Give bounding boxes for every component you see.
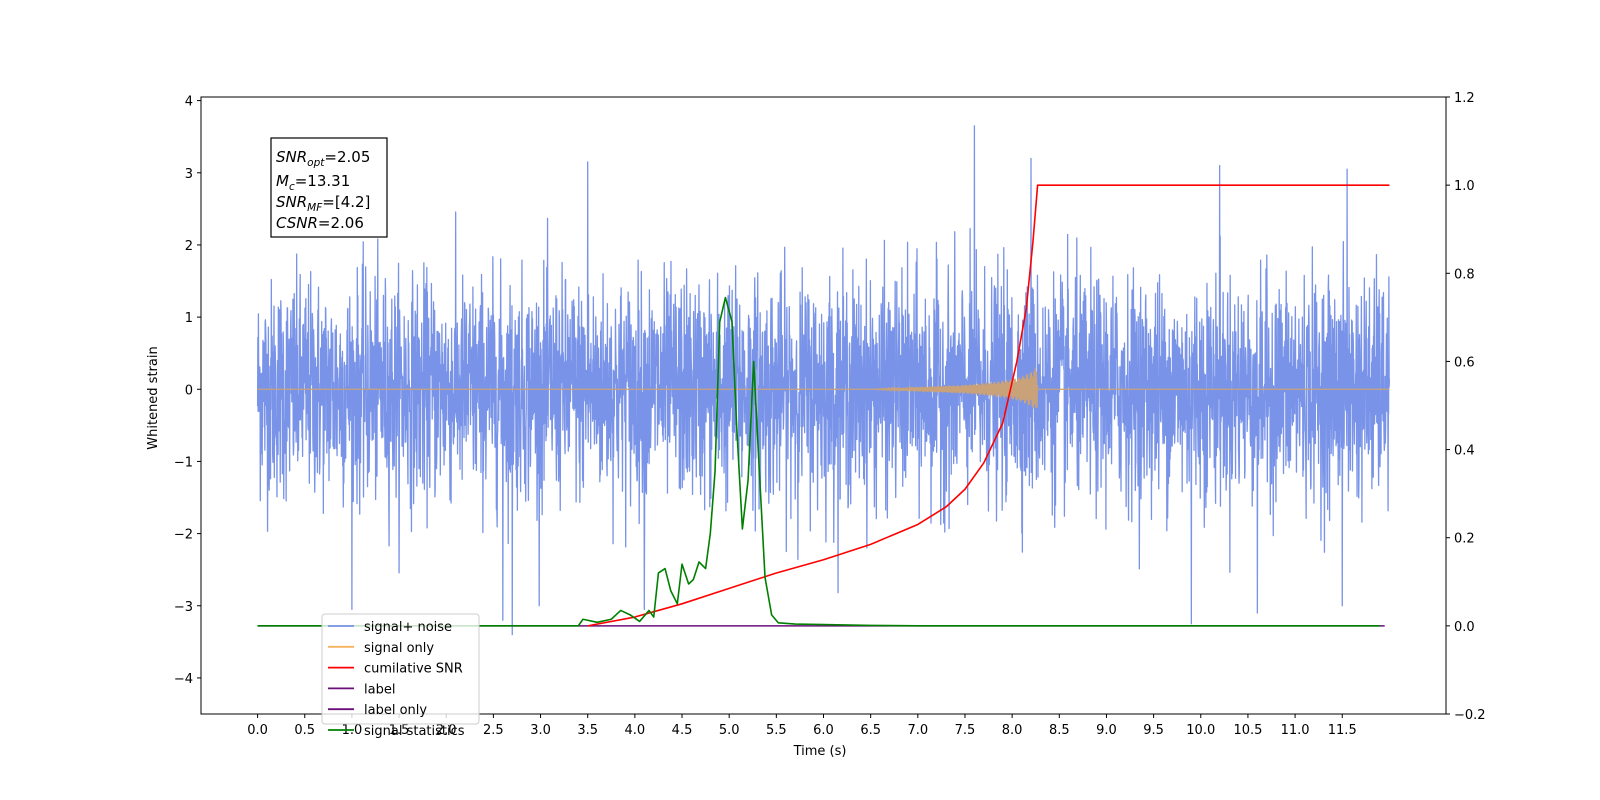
legend-label: signal statistics — [364, 724, 465, 739]
y2-tick-label: 0.8 — [1454, 267, 1475, 282]
x-tick-label: 8.0 — [1002, 723, 1023, 738]
mc-subscript: c — [289, 181, 295, 193]
legend-label: label — [364, 682, 395, 697]
x-tick-label: 2.5 — [483, 723, 504, 738]
snr-mf-subscript: MF — [307, 202, 323, 214]
y-tick-label: 4 — [185, 95, 193, 110]
y-tick-label: 3 — [185, 167, 193, 182]
y-tick-label: 0 — [185, 383, 193, 398]
y-tick-label: −3 — [174, 600, 193, 615]
x-tick-label: 10.0 — [1186, 723, 1215, 738]
legend-label: signal only — [364, 641, 434, 656]
x-tick-label: 4.0 — [625, 723, 646, 738]
x-tick-label: 6.0 — [813, 723, 834, 738]
snr-opt-subscript: opt — [307, 157, 325, 169]
x-tick-label: 7.0 — [907, 723, 928, 738]
x-tick-label: 11.0 — [1281, 723, 1310, 738]
y2-tick-label: 0.6 — [1454, 355, 1475, 370]
snr-opt-annotation: SNRopt=2.05 — [276, 148, 370, 169]
y-tick-label: 1 — [185, 311, 193, 326]
y-tick-label: −4 — [174, 672, 193, 687]
x-tick-label: 9.5 — [1143, 723, 1164, 738]
legend-frame — [321, 613, 480, 725]
mc-symbol: M — [276, 172, 289, 190]
x-tick-label: 5.5 — [766, 723, 787, 738]
x-tick-label: 2.0 — [436, 723, 457, 738]
y2-tick-label: 1.2 — [1454, 91, 1475, 106]
csnr-symbol: CSNR — [276, 214, 318, 232]
y2-tick-label: −0.2 — [1454, 708, 1486, 723]
y2-tick-label: 0.4 — [1454, 444, 1475, 459]
series-signal-only-line — [257, 367, 1390, 409]
mc-annotation: Mc=13.31 — [276, 172, 350, 193]
x-tick-label: 11.5 — [1328, 723, 1357, 738]
stats-annotation-frame — [270, 137, 388, 238]
snr-opt-value: =2.05 — [324, 148, 370, 166]
y-tick-label: −2 — [174, 528, 193, 543]
snr-opt-symbol: SNR — [276, 148, 307, 166]
legend: signal+ noise signal only cumilative SNR la… — [321, 613, 480, 739]
series-signal-noise-line — [256, 125, 1391, 636]
y2-tick-label: 0.0 — [1454, 620, 1475, 635]
snr-mf-value: =[4.2] — [322, 193, 370, 211]
x-tick-label: 3.5 — [577, 723, 598, 738]
x-tick-label: 1.5 — [389, 723, 410, 738]
stats-annotation-box: SNRopt=2.05 Mc=13.31 SNRMF=[4.2] CSNR=2.… — [270, 137, 388, 238]
x-tick-label: 6.5 — [860, 723, 881, 738]
x-tick-label: 9.0 — [1096, 723, 1117, 738]
x-tick-label: 7.5 — [955, 723, 976, 738]
y-tick-label: 2 — [185, 239, 193, 254]
y-tick-label: −1 — [174, 455, 193, 470]
y2-tick-label: 1.0 — [1454, 179, 1475, 194]
legend-label: cumilative SNR — [364, 662, 463, 677]
x-tick-label: 8.5 — [1049, 723, 1070, 738]
x-axis-label: Time (s) — [793, 744, 847, 759]
x-tick-label: 0.0 — [247, 723, 268, 738]
series-signal-statistics-line — [257, 296, 1380, 627]
legend-label: signal+ noise — [364, 620, 452, 635]
snr-mf-symbol: SNR — [276, 193, 307, 211]
series-cumulative-snr-line — [587, 184, 1390, 627]
x-tick-label: 5.0 — [719, 723, 740, 738]
x-tick-label: 0.5 — [294, 723, 315, 738]
csnr-annotation: CSNR=2.06 — [276, 214, 364, 232]
x-tick-label: 4.5 — [672, 723, 693, 738]
csnr-value: =2.06 — [318, 214, 364, 232]
legend-label: label only — [364, 703, 427, 718]
x-tick-label: 3.0 — [530, 723, 551, 738]
x-tick-label: 10.5 — [1233, 723, 1262, 738]
snr-mf-annotation: SNRMF=[4.2] — [276, 193, 370, 214]
mc-value: =13.31 — [295, 172, 351, 190]
y2-tick-label: 0.2 — [1454, 532, 1475, 547]
axes: 0.0 0.5 1.0 1.5 2.0 2.5 3.0 3.5 4.0 4.5 5.0 5.5 6.0 6… — [174, 91, 1486, 738]
y-axis-label: Whitened strain — [146, 346, 161, 449]
